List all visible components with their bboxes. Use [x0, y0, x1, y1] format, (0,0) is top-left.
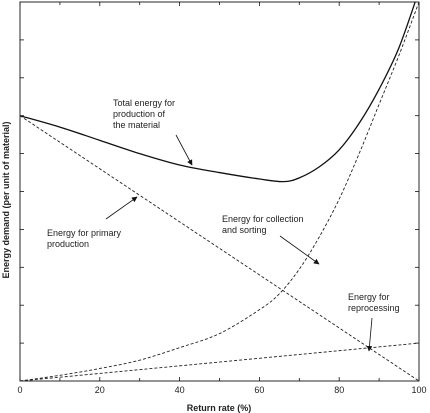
annotation-reprocessing-line: Energy for: [348, 292, 390, 302]
annotation-total-energy-line: Total energy for: [113, 98, 175, 108]
x-tick-label: 40: [175, 385, 185, 395]
annotation-reprocessing-text: Energy for reprocessing: [348, 292, 400, 313]
x-tick-label: 20: [95, 385, 105, 395]
plot-frame: [19, 1, 420, 382]
x-tick-label: 80: [334, 385, 344, 395]
x-axis-title: Return rate (%): [187, 403, 252, 413]
annotation-primary-production: Energy for primary production: [47, 196, 138, 249]
curves: [20, 2, 419, 381]
annotation-reprocessing-arrow: [366, 317, 373, 352]
annotation-collection-sorting-text: Energy for collection and sorting: [222, 214, 304, 235]
x-tick-label: 60: [254, 385, 264, 395]
annotations: Total energy for production of the materia…: [47, 98, 400, 352]
reprocessing-line: [20, 342, 419, 381]
annotation-reprocessing: Energy for reprocessing: [348, 292, 400, 352]
annotation-total-energy-arrow: [175, 134, 193, 166]
annotation-collection-sorting-line: Energy for collection: [222, 214, 304, 224]
annotation-primary-production-line: production: [47, 239, 89, 249]
y-axis-title: Energy demand (per unit of material): [1, 121, 11, 278]
annotation-collection-sorting-arrow: [279, 235, 320, 265]
axes: 0 20 40 60 80 100: [17, 1, 427, 395]
annotation-total-energy-line: production of: [113, 109, 166, 119]
annotation-reprocessing-line: reprocessing: [348, 303, 400, 313]
annotation-primary-production-arrow: [105, 196, 138, 220]
annotation-primary-production-text: Energy for primary production: [47, 228, 122, 249]
total-energy-curve: [20, 2, 416, 183]
x-tick-label: 100: [411, 385, 426, 395]
annotation-primary-production-line: Energy for primary: [47, 228, 122, 238]
annotation-total-energy: Total energy for production of the materia…: [113, 98, 193, 166]
x-tick-label: 0: [17, 385, 22, 395]
annotation-total-energy-text: Total energy for production of the materia…: [113, 98, 175, 130]
annotation-collection-sorting: Energy for collection and sorting: [222, 214, 320, 265]
annotation-total-energy-line: the material: [113, 120, 160, 130]
annotation-collection-sorting-line: and sorting: [222, 225, 267, 235]
collection-sorting-curve: [20, 2, 419, 381]
